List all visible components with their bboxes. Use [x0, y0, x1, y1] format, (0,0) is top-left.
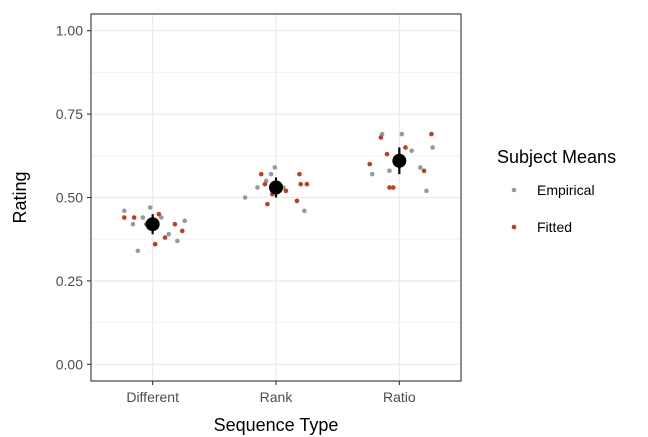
legend-label-fitted: Fitted — [537, 219, 572, 235]
empirical-point — [268, 171, 274, 177]
y-tick-label: 1.00 — [56, 23, 83, 39]
empirical-point — [122, 208, 127, 214]
empirical-point — [424, 188, 429, 194]
y-tick-label: 0.25 — [56, 273, 83, 289]
legend-label-empirical: Empirical — [537, 182, 595, 198]
fitted-point — [162, 235, 168, 240]
fitted-point — [179, 228, 185, 234]
fitted-point — [258, 171, 264, 177]
empirical-point — [272, 165, 278, 170]
y-tick-label: 0.00 — [56, 356, 83, 372]
empirical-point — [140, 215, 146, 220]
mean-point — [392, 153, 407, 168]
empirical-point — [387, 168, 392, 174]
fitted-point — [378, 135, 384, 140]
fitted-point — [265, 201, 270, 207]
empirical-point — [369, 171, 375, 177]
empirical-point — [399, 131, 405, 137]
x-tick-label: Rank — [260, 389, 294, 405]
empirical-point — [166, 231, 171, 237]
fitted-point — [262, 181, 268, 187]
fitted-point — [283, 188, 289, 194]
fitted-point — [172, 221, 178, 227]
empirical-point — [255, 185, 260, 190]
empirical-point — [182, 218, 188, 224]
y-tick-label: 0.75 — [56, 106, 83, 122]
fitted-point — [131, 215, 137, 220]
legend-title: Subject Means — [497, 147, 616, 167]
fitted-point — [384, 151, 390, 157]
fitted-point — [298, 181, 303, 187]
x-tick-label: Ratio — [383, 389, 416, 405]
empirical-point — [418, 165, 423, 170]
fitted-point — [304, 181, 310, 187]
fitted-point — [421, 168, 427, 174]
empirical-point — [159, 215, 164, 220]
mean-point — [145, 217, 160, 232]
fitted-point — [367, 161, 373, 167]
legend: Subject Means Empirical Fitted — [497, 147, 616, 235]
empirical-point — [130, 221, 136, 227]
means-layer — [145, 147, 407, 235]
fitted-point — [297, 171, 302, 177]
empirical-point — [302, 208, 307, 214]
empirical-point — [175, 238, 180, 244]
mean-point — [269, 180, 283, 195]
x-axis-title: Sequence Type — [214, 415, 339, 435]
fitted-point — [122, 215, 127, 220]
fitted-point — [152, 241, 158, 247]
empirical-point — [430, 145, 435, 150]
fitted-point — [429, 131, 434, 137]
y-tick-label: 0.50 — [56, 190, 83, 206]
fitted-point — [403, 145, 408, 150]
fitted-point — [294, 198, 300, 204]
legend-key-empirical — [511, 187, 517, 193]
fitted-point — [387, 185, 392, 190]
empirical-point — [147, 205, 153, 210]
y-axis: 0.00 0.25 0.50 0.75 1.00 — [56, 23, 91, 372]
x-tick-label: Different — [126, 389, 179, 405]
legend-key-fitted — [511, 224, 517, 230]
empirical-point — [135, 248, 141, 254]
y-axis-title: Rating — [10, 171, 30, 223]
fitted-point — [390, 185, 396, 190]
empirical-point — [242, 195, 248, 200]
fitted-point — [156, 211, 162, 217]
empirical-point — [409, 148, 414, 154]
x-axis: Different Rank Ratio — [126, 381, 416, 405]
